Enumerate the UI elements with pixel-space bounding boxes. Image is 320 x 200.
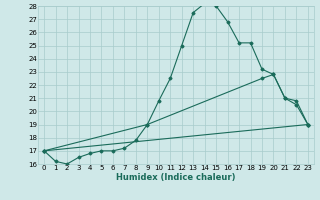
X-axis label: Humidex (Indice chaleur): Humidex (Indice chaleur) bbox=[116, 173, 236, 182]
